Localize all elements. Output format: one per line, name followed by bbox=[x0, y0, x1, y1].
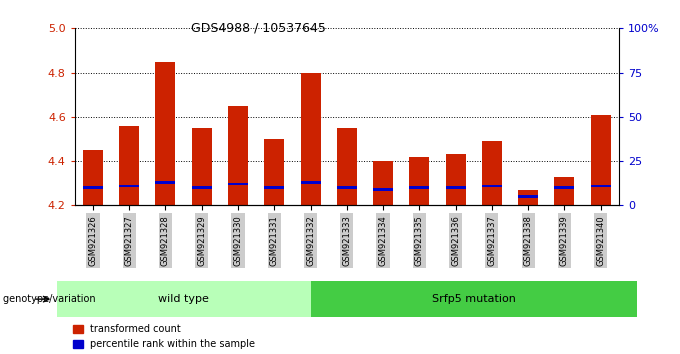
Bar bbox=[373, 188, 393, 191]
Bar bbox=[482, 184, 502, 187]
Bar bbox=[373, 161, 393, 205]
Legend: transformed count, percentile rank within the sample: transformed count, percentile rank withi… bbox=[73, 324, 256, 349]
Bar bbox=[301, 73, 320, 205]
Bar bbox=[518, 195, 538, 198]
Bar bbox=[228, 183, 248, 185]
Text: GDS4988 / 10537645: GDS4988 / 10537645 bbox=[191, 21, 326, 34]
Bar bbox=[301, 181, 320, 184]
Text: Srfp5 mutation: Srfp5 mutation bbox=[432, 294, 515, 304]
Bar bbox=[192, 128, 211, 205]
Bar bbox=[409, 186, 429, 189]
Bar bbox=[156, 62, 175, 205]
Bar bbox=[265, 186, 284, 189]
Bar bbox=[337, 128, 357, 205]
Bar bbox=[192, 186, 211, 189]
Bar bbox=[119, 184, 139, 187]
Bar bbox=[156, 181, 175, 184]
Bar bbox=[83, 186, 103, 189]
Bar bbox=[445, 154, 466, 205]
Bar bbox=[554, 186, 575, 189]
Bar bbox=[591, 115, 611, 205]
Bar bbox=[554, 177, 575, 205]
Bar bbox=[409, 157, 429, 205]
Bar bbox=[265, 139, 284, 205]
Bar bbox=[228, 106, 248, 205]
Bar bbox=[482, 141, 502, 205]
Bar bbox=[518, 190, 538, 205]
Bar bbox=[337, 186, 357, 189]
Bar bbox=[445, 186, 466, 189]
Bar bbox=[119, 126, 139, 205]
Bar bbox=[591, 184, 611, 187]
Bar bbox=[83, 150, 103, 205]
Text: genotype/variation: genotype/variation bbox=[3, 294, 99, 304]
Text: wild type: wild type bbox=[158, 294, 209, 304]
